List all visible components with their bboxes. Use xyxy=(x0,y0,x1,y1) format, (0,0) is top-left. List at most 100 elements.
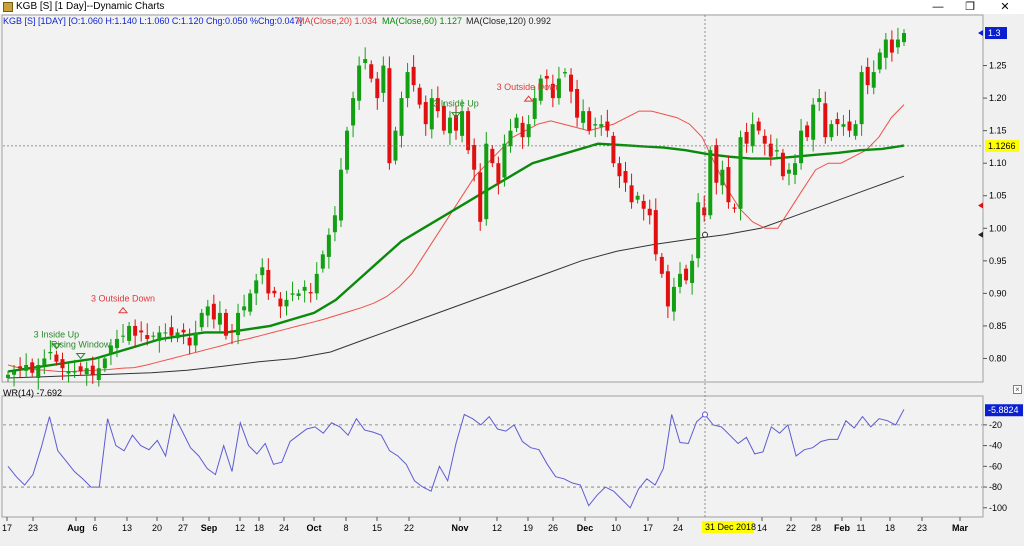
candle-body xyxy=(266,269,271,294)
candle-body xyxy=(629,185,634,203)
candle-body xyxy=(90,365,95,375)
candle-body xyxy=(544,75,549,79)
candle-body xyxy=(871,72,876,88)
candle-body xyxy=(659,256,664,274)
date-tick-label: Aug xyxy=(67,523,85,533)
app-icon xyxy=(3,2,13,12)
candle-body xyxy=(24,364,29,371)
date-tick-label: 13 xyxy=(122,523,132,533)
candle-body xyxy=(793,163,798,175)
candle-body xyxy=(889,39,894,53)
candle-body xyxy=(66,371,71,374)
price-tick-label: 0.90 xyxy=(989,288,1007,298)
restore-button[interactable]: ❐ xyxy=(965,1,975,13)
candle-body xyxy=(859,72,864,125)
candle-body xyxy=(205,306,210,316)
candle-body xyxy=(363,59,368,63)
date-tick-label: 26 xyxy=(548,523,558,533)
candle-body xyxy=(12,371,17,375)
close-button[interactable]: ✕ xyxy=(1000,1,1010,13)
price-panel[interactable] xyxy=(1,14,984,383)
minimize-button[interactable]: — xyxy=(932,1,944,13)
candle-body xyxy=(151,335,156,337)
candle-body xyxy=(865,66,870,86)
pattern-marker xyxy=(117,306,129,314)
candle-body xyxy=(702,207,707,216)
candle-body xyxy=(635,195,640,200)
date-tick-label: Sep xyxy=(201,523,218,533)
close-panel-icon[interactable]: × xyxy=(1013,385,1022,394)
candle-body xyxy=(532,98,537,119)
price-tick-label: 1.00 xyxy=(989,223,1007,233)
ma120-legend: MA(Close,120) 0.992 xyxy=(466,16,552,26)
candle-body xyxy=(96,368,101,380)
crosshair-wr-marker xyxy=(702,411,708,418)
candle-body xyxy=(308,292,313,294)
candle-body xyxy=(435,98,440,112)
date-tick-label: 8 xyxy=(343,523,348,533)
candle-body xyxy=(744,131,749,144)
current-price-tag: 1.3 xyxy=(988,28,1001,38)
candle-body xyxy=(671,286,676,312)
wr-tick-label: -20 xyxy=(989,420,1002,430)
candle-body xyxy=(684,268,689,281)
candle-body xyxy=(429,98,434,130)
candle-body xyxy=(720,169,725,186)
candle-body xyxy=(423,102,428,125)
candle-body xyxy=(169,327,174,336)
candle-body xyxy=(593,124,598,126)
candle-body xyxy=(145,335,150,339)
candle-body xyxy=(738,137,743,209)
candle-body xyxy=(605,121,610,131)
candle-body xyxy=(314,273,319,294)
date-tick-label: 18 xyxy=(254,523,264,533)
wr-tick-label: -80 xyxy=(989,482,1002,492)
date-tick-label: Oct xyxy=(306,523,321,533)
candle-body xyxy=(484,143,489,220)
candle-body xyxy=(786,169,791,174)
candle-body xyxy=(611,135,616,164)
candle-body xyxy=(375,78,380,99)
wr-panel[interactable] xyxy=(1,395,984,518)
wr-indicator xyxy=(3,409,982,509)
date-tick-label: 22 xyxy=(404,523,414,533)
wr-line xyxy=(7,409,905,509)
candle-body xyxy=(193,332,198,346)
candle-body xyxy=(587,111,592,131)
candle-body xyxy=(127,325,132,341)
candle-body xyxy=(296,293,301,296)
candle-body xyxy=(466,111,471,151)
candle-body xyxy=(829,124,834,138)
price-tick-label: 1.20 xyxy=(989,93,1007,103)
candle-body xyxy=(708,150,713,216)
candle-body xyxy=(217,312,222,325)
candle-body xyxy=(526,124,531,138)
candle-body xyxy=(447,117,452,134)
date-tick-label: 22 xyxy=(786,523,796,533)
date-tick-label: Feb xyxy=(834,523,851,533)
candle-body xyxy=(278,298,283,307)
candle-body xyxy=(569,74,574,92)
candle-body xyxy=(78,366,83,372)
date-tick-label: 14 xyxy=(757,523,767,533)
date-tick-label: 11 xyxy=(856,523,865,533)
candle-body xyxy=(242,306,247,311)
candle-body xyxy=(696,202,701,259)
candle-body xyxy=(332,215,337,233)
date-tick-label: 24 xyxy=(673,523,683,533)
crosshair: 1.3 1.1266 -5.8824 31 Dec 2018 xyxy=(3,15,1023,533)
candle-body xyxy=(847,121,852,131)
axis-arrow xyxy=(978,30,983,37)
candle-body xyxy=(338,169,343,221)
candle-body xyxy=(726,167,731,203)
candle-body xyxy=(284,299,289,307)
axis-arrow xyxy=(978,202,983,209)
crosshair-date-tag-bg xyxy=(702,521,754,533)
candle-body xyxy=(42,358,47,365)
candle-body xyxy=(290,293,295,295)
candle-body xyxy=(750,124,755,147)
wr-tick-label: -40 xyxy=(989,441,1002,451)
candle-body xyxy=(780,152,785,177)
